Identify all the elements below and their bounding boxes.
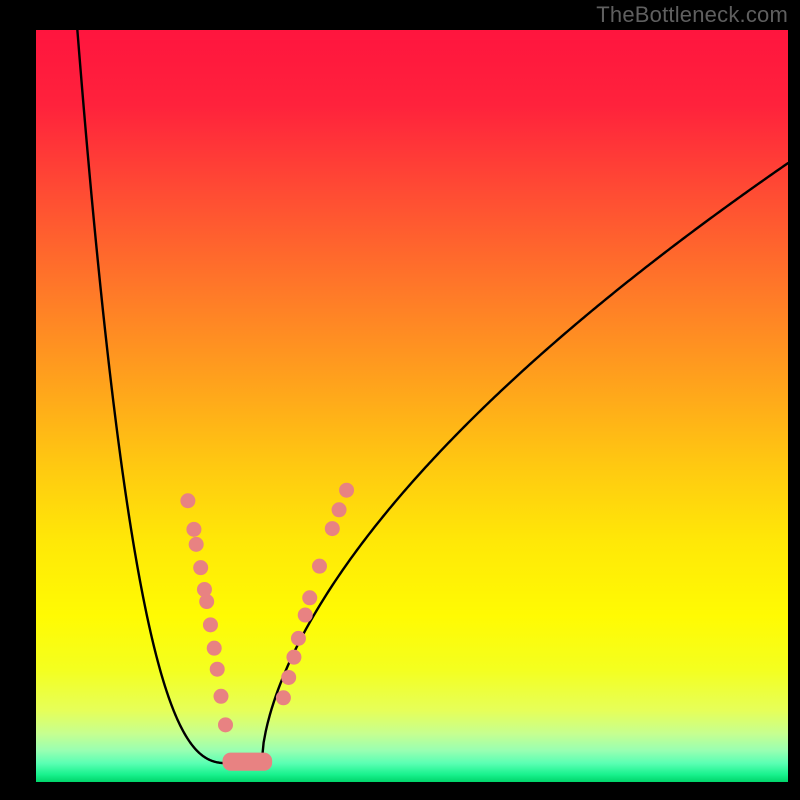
data-point-left: [213, 689, 228, 704]
data-point-left: [186, 522, 201, 537]
data-point-left: [199, 594, 214, 609]
data-point-left: [207, 641, 222, 656]
data-point-right: [312, 559, 327, 574]
data-point-left: [203, 617, 218, 632]
data-point-right: [276, 690, 291, 705]
chart-container: TheBottleneck.com: [0, 0, 800, 800]
data-point-right: [332, 502, 347, 517]
data-point-right: [325, 521, 340, 536]
data-point-left: [193, 560, 208, 575]
vertex-lobe: [223, 753, 273, 771]
data-point-right: [286, 650, 301, 665]
chart-svg: [0, 0, 800, 800]
data-point-left: [210, 662, 225, 677]
data-point-right: [281, 670, 296, 685]
data-point-right: [291, 631, 306, 646]
data-point-left: [218, 717, 233, 732]
data-point-left: [180, 493, 195, 508]
data-point-right: [298, 608, 313, 623]
data-point-left: [189, 537, 204, 552]
data-point-right: [302, 590, 317, 605]
data-point-right: [339, 483, 354, 498]
plot-background: [36, 30, 788, 782]
watermark-text: TheBottleneck.com: [596, 2, 788, 28]
